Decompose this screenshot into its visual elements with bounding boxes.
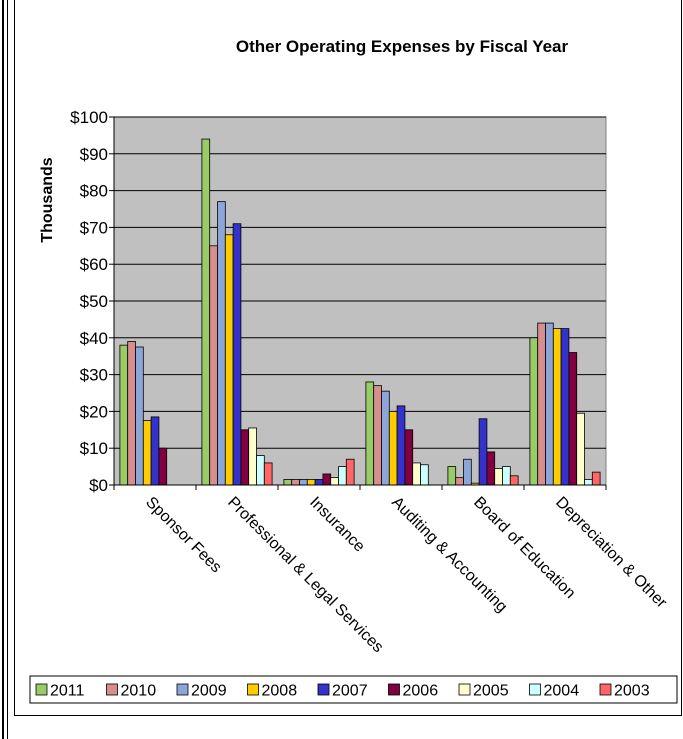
bar [591,471,601,486]
bar [217,201,226,486]
y-axis: $0 $10 $20 $30 $40 $50 $60 $70 $80 $90 $100 [70,108,115,495]
bar [584,479,593,486]
bar-chart: Other Operating Expenses by Fiscal Year … [29,37,678,704]
bar [509,475,519,486]
legend-swatch [106,683,118,696]
category-label: Professional & Legal Services [224,494,386,656]
category-label: Insurance [306,494,368,556]
legend-swatch [529,683,541,696]
bar [568,352,578,486]
bar [552,328,562,486]
bar [232,223,242,486]
x-axis: Sponsor Fees Professional & Legal Service… [113,484,670,656]
legend-swatch [35,683,48,696]
chart-title: Other Operating Expenses by Fiscal Year [236,37,569,56]
bar [529,337,539,486]
bar [478,418,488,486]
bar [447,466,457,486]
legend-entry: 2007 [332,683,368,700]
legend-entry: 2009 [191,683,227,700]
bar [455,477,464,486]
y-axis-label: Thousands [39,157,56,242]
bar [119,344,129,486]
bar [338,466,347,486]
bar [463,458,472,486]
legend-entry: 2004 [544,683,580,700]
y-tick-label: $90 [80,145,108,164]
bar [224,234,234,486]
y-tick-label: $30 [80,366,108,385]
bar [256,455,265,486]
category-label: Sponsor Fees [142,494,224,576]
bar [365,381,375,486]
bar [142,420,152,486]
bar [299,479,308,486]
bar [381,390,390,486]
chart-area: Other Operating Expenses by Fiscal Year … [14,0,683,739]
legend: 2011 2010 2009 2008 2007 2006 2005 2004 2003 [29,675,678,704]
legend-swatch [458,683,471,696]
bar [330,477,339,486]
bar [248,427,257,486]
bar [283,479,293,486]
y-tick-label: $100 [70,108,108,127]
y-tick-label: $80 [80,182,108,201]
bar [560,328,570,486]
y-tick-label: $20 [80,402,108,421]
bar [576,412,585,486]
bar [158,447,168,486]
bar [240,429,250,486]
bar [314,479,324,486]
legend-swatch [247,683,259,696]
bar [404,429,414,486]
bar [486,451,496,486]
bars [119,138,601,486]
bar [209,245,218,486]
legend-swatch [388,683,400,696]
bar [412,462,421,486]
legend-swatch [317,683,330,696]
bar [263,462,273,486]
bar [127,341,136,486]
legend-swatch [599,683,612,696]
legend-entry: 2010 [121,683,157,700]
legend-entry: 2006 [403,683,439,700]
bar [494,468,503,486]
bar [396,405,406,486]
legend-entry: 2003 [614,683,650,700]
bar [345,458,355,486]
legend-entry: 2008 [262,683,298,700]
y-tick-label: $60 [80,255,108,274]
legend-entry: 2011 [50,683,85,700]
bar [502,466,511,486]
y-tick-label: $50 [80,292,108,311]
bar [537,322,546,486]
bar [306,479,316,486]
bar [135,346,144,486]
bar [291,479,300,486]
bar [420,464,429,486]
y-tick-label: $0 [89,476,108,495]
chart-border [14,0,682,716]
bar [545,322,554,486]
y-tick-label: $40 [80,329,108,348]
bar [150,416,160,486]
legend-entry: 2005 [473,683,509,700]
legend-box [29,675,678,704]
bar [322,473,332,486]
bar [388,410,398,486]
left-frame-border [2,0,8,739]
y-tick-label: $10 [80,439,108,458]
y-tick-label: $70 [80,218,108,237]
bar [373,385,382,486]
bar [201,138,211,486]
legend-swatch [176,683,189,696]
